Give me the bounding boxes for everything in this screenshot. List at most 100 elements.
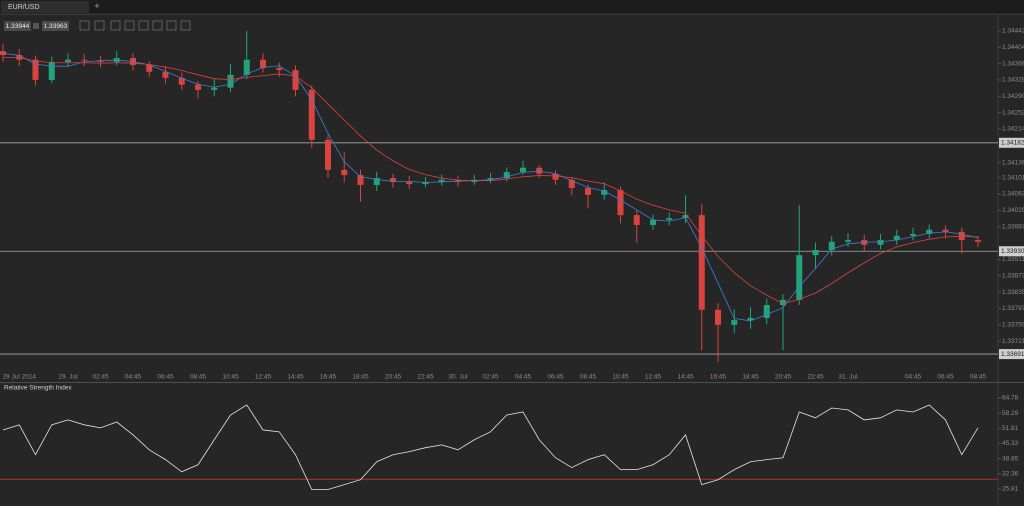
x-tick-label: 02:45: [92, 374, 109, 381]
y-tick-label: 1.33721: [1002, 338, 1024, 345]
candle-body: [520, 167, 526, 173]
candle-body: [715, 309, 721, 325]
price-level-label: 1.33930: [1001, 248, 1024, 255]
y-tick-label: 1.34025: [1002, 207, 1024, 214]
candle-body: [97, 60, 104, 62]
y-tick-label: 1.34404: [1002, 44, 1024, 51]
toolbar: [79, 20, 191, 31]
x-tick-label: 20:45: [385, 374, 402, 381]
x-tick-label: 06:45: [937, 374, 954, 381]
tool-button[interactable]: [94, 20, 105, 31]
candle-body: [926, 229, 933, 235]
candle-body: [877, 240, 884, 245]
spread-icon: [33, 23, 39, 29]
candle-body: [276, 67, 283, 71]
bid-box[interactable]: [4, 21, 31, 31]
tab[interactable]: [1, 1, 89, 13]
price-level-label: 1.33691: [1001, 351, 1024, 358]
y-tick-label: 38.85: [1002, 455, 1019, 462]
candle-body: [438, 179, 445, 182]
candle-body: [796, 255, 803, 300]
tool-button[interactable]: [180, 20, 191, 31]
y-tick-label: 1.34442: [1002, 28, 1024, 35]
tab-title: EUR/USD: [8, 4, 40, 11]
tool-button[interactable]: [79, 20, 90, 31]
x-tick-label: 02:45: [482, 374, 499, 381]
candle-body: [650, 219, 656, 225]
y-tick-label: 32.36: [1002, 470, 1019, 477]
y-tick-label: 1.34290: [1002, 93, 1024, 100]
candle-body: [682, 215, 689, 219]
candle-body: [308, 89, 315, 140]
candle-body: [780, 299, 786, 306]
y-tick-label: 1.33759: [1002, 322, 1024, 329]
candle-body: [422, 181, 429, 185]
x-tick-label: 06:45: [157, 374, 174, 381]
candle-body: [487, 178, 494, 180]
bid-price: 1.33944: [6, 23, 30, 30]
candle-body: [211, 87, 218, 90]
candle-body: [195, 84, 201, 90]
y-tick-label: 58.29: [1002, 410, 1019, 417]
x-tick-label: 22:45: [807, 374, 824, 381]
y-tick-label: 1.33835: [1002, 289, 1024, 296]
y-tick-label: 1.34214: [1002, 126, 1024, 133]
candle-body: [568, 179, 575, 188]
ask-price: 1.33963: [44, 23, 68, 30]
candle-body: [585, 187, 591, 195]
x-tick-label: 08:45: [970, 374, 987, 381]
x-tick-label: 31. Jul: [838, 374, 858, 381]
x-tick-label: 29. Jul: [58, 374, 78, 381]
candle-body: [601, 190, 608, 195]
y-tick-label: 51.81: [1002, 425, 1019, 432]
add-tab-button[interactable]: +: [94, 1, 99, 11]
candle-body: [666, 218, 673, 220]
x-tick-label: 14:45: [677, 374, 694, 381]
candle-body: [146, 64, 153, 72]
candle-body: [503, 172, 510, 179]
candle-body: [812, 249, 819, 256]
y-tick-label: 64.78: [1002, 395, 1019, 402]
candle-body: [65, 59, 71, 62]
tool-button[interactable]: [152, 20, 163, 31]
tool-button[interactable]: [166, 20, 177, 31]
moving-average: [2, 52, 979, 322]
y-tick-label: 1.33987: [1002, 223, 1024, 230]
candle-body: [178, 77, 185, 85]
price-level-box: [999, 349, 1024, 360]
x-tick-label: 12:45: [645, 374, 662, 381]
candle-body: [227, 74, 234, 88]
moving-average: [3, 57, 979, 305]
y-tick-label: 1.33873: [1002, 272, 1024, 279]
candle-body: [243, 59, 250, 75]
price-level-label: 1.34182: [1001, 140, 1024, 147]
tool-button[interactable]: [138, 20, 149, 31]
y-tick-label: 1.34252: [1002, 109, 1024, 116]
indicator-title: Relative Strength Index: [4, 385, 72, 392]
price-level-box: [999, 137, 1024, 148]
x-tick-label: 18:45: [352, 374, 369, 381]
candle-body: [0, 51, 6, 56]
candle-body: [942, 229, 949, 232]
candle-body: [357, 175, 364, 185]
candle-body: [747, 317, 754, 321]
x-tick-label: 20:45: [775, 374, 792, 381]
tool-button[interactable]: [110, 20, 121, 31]
x-tick-label: 10:45: [612, 374, 629, 381]
candle-body: [162, 71, 169, 78]
tool-button[interactable]: [124, 20, 135, 31]
candle-body: [552, 173, 559, 180]
ask-box[interactable]: [42, 21, 69, 31]
candle-body: [32, 59, 39, 80]
candle-body: [910, 234, 916, 236]
y-tick-label: 1.34063: [1002, 191, 1024, 198]
y-tick-label: 45.33: [1002, 440, 1019, 447]
candle-body: [373, 178, 380, 185]
x-tick-label: 06:45: [547, 374, 564, 381]
candle-body: [406, 181, 413, 185]
candle-body: [81, 59, 88, 61]
y-tick-label: 1.34366: [1002, 60, 1024, 67]
y-tick-label: 25.81: [1002, 486, 1019, 493]
candle-body: [260, 59, 266, 68]
